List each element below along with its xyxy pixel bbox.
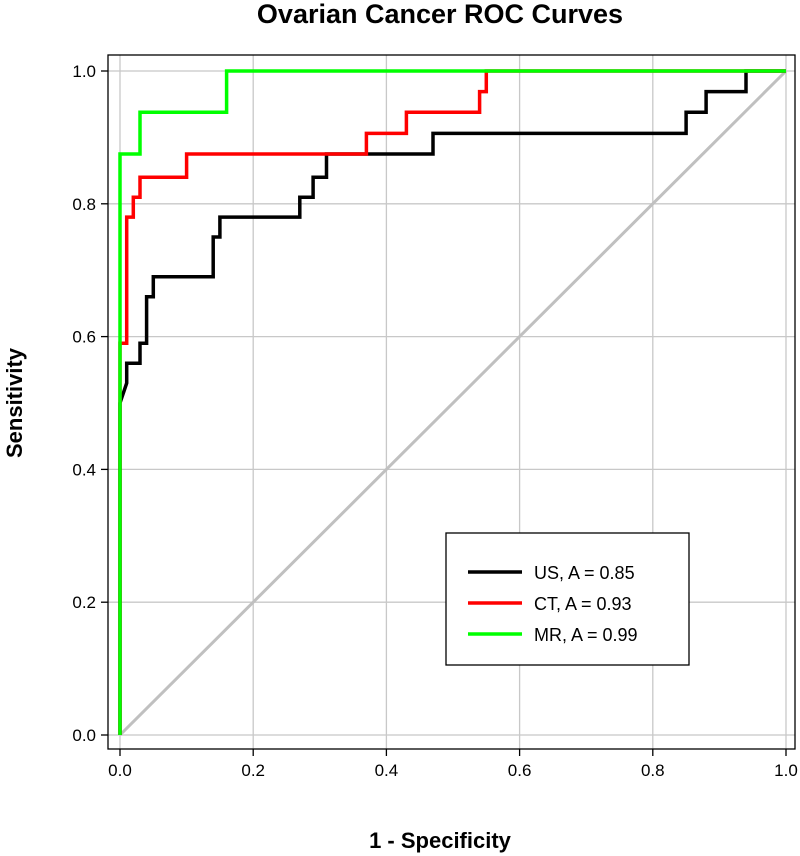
x-tick-label-1: 0.2 [241,761,265,780]
y-tick-label-2: 0.4 [72,460,96,479]
y-tick-label-4: 0.8 [72,195,96,214]
x-tick-label-4: 0.8 [641,761,665,780]
y-tick-label-5: 1.0 [72,62,96,81]
roc-curve-2 [118,69,786,735]
x-tick-label-0: 0.0 [108,761,132,780]
legend: US, A = 0.85 CT, A = 0.93 MR, A = 0.99 [445,532,690,666]
roc-curve-0 [118,69,786,735]
y-tick-label-0: 0.0 [72,726,96,745]
chart-title: Ovarian Cancer ROC Curves [257,0,623,29]
y-tick-label-1: 0.2 [72,593,96,612]
x-axis-label: 1 - Specificity [369,828,512,853]
x-tick-label-3: 0.6 [508,761,532,780]
legend-label-0: US, A = 0.85 [534,563,635,583]
y-axis-label: Sensitivity [2,347,27,458]
plot-frame [107,54,796,750]
reference-diagonal-line [118,69,788,737]
legend-box [445,532,690,666]
legend-label-1: CT, A = 0.93 [534,594,632,614]
legend-label-2: MR, A = 0.99 [534,625,638,645]
x-tick-label-2: 0.4 [375,761,399,780]
grid [108,55,795,749]
x-tick-label-5: 1.0 [774,761,798,780]
axis-ticks: 0.0 0.2 0.4 0.6 0.8 1.0 0.0 0.2 0.4 0.6 0.8 1.0 [72,62,797,780]
roc-curve-1 [118,69,786,735]
y-tick-label-3: 0.6 [72,328,96,347]
roc-curves [118,69,786,735]
